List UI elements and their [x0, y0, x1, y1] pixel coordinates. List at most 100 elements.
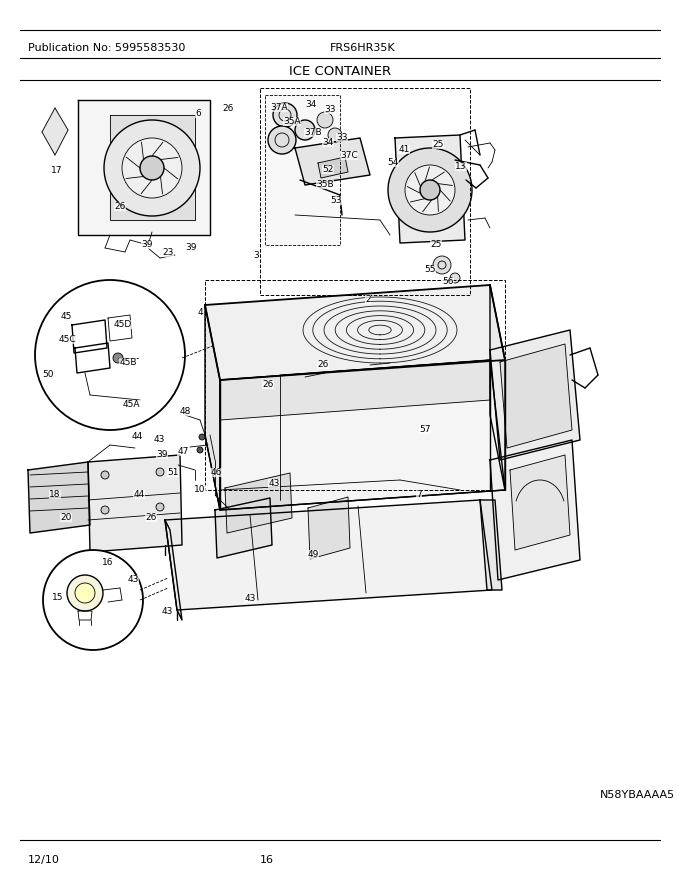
Text: 43: 43 — [244, 594, 256, 603]
Text: 43: 43 — [127, 575, 139, 584]
Text: 52: 52 — [322, 165, 334, 174]
Circle shape — [156, 468, 164, 476]
Circle shape — [156, 503, 164, 511]
Text: 43: 43 — [161, 607, 173, 616]
Text: 49: 49 — [307, 550, 319, 559]
Polygon shape — [490, 330, 580, 460]
Text: 7: 7 — [416, 490, 422, 499]
Polygon shape — [205, 305, 220, 510]
Polygon shape — [225, 473, 292, 533]
Circle shape — [317, 112, 333, 128]
Text: 34: 34 — [322, 138, 334, 147]
Text: 45A: 45A — [122, 400, 140, 409]
Text: 45: 45 — [61, 312, 71, 321]
Circle shape — [273, 103, 297, 127]
Circle shape — [405, 165, 455, 215]
Text: 26: 26 — [318, 360, 328, 369]
Text: 45C: 45C — [58, 335, 75, 344]
Text: 26: 26 — [222, 104, 234, 113]
Text: 37B: 37B — [304, 128, 322, 137]
Circle shape — [140, 156, 164, 180]
Circle shape — [104, 120, 200, 216]
Polygon shape — [308, 497, 350, 559]
Polygon shape — [88, 455, 182, 552]
Text: 48: 48 — [180, 407, 190, 416]
Text: 33: 33 — [324, 105, 336, 114]
Text: 45B: 45B — [119, 358, 137, 367]
Polygon shape — [490, 440, 580, 580]
Circle shape — [113, 353, 123, 363]
Polygon shape — [215, 498, 272, 558]
Polygon shape — [318, 157, 348, 178]
Text: N58YBAAAA5: N58YBAAAA5 — [600, 790, 675, 800]
Text: 56: 56 — [442, 277, 454, 286]
Circle shape — [295, 120, 315, 140]
Circle shape — [388, 148, 472, 232]
Circle shape — [433, 256, 451, 274]
Text: 23: 23 — [163, 248, 173, 257]
Polygon shape — [42, 108, 68, 155]
Text: 12/10: 12/10 — [28, 855, 60, 865]
Polygon shape — [510, 455, 570, 550]
Polygon shape — [265, 95, 340, 245]
Polygon shape — [110, 115, 195, 220]
Polygon shape — [220, 360, 490, 420]
Text: 43: 43 — [153, 435, 165, 444]
Polygon shape — [165, 520, 182, 620]
Polygon shape — [500, 344, 572, 448]
Text: 39: 39 — [156, 450, 168, 459]
Text: 51: 51 — [167, 468, 179, 477]
Text: 34: 34 — [305, 100, 317, 109]
Text: 46: 46 — [210, 468, 222, 477]
Text: 44: 44 — [131, 432, 143, 441]
Text: 17: 17 — [51, 166, 63, 175]
Text: 47: 47 — [177, 447, 188, 456]
Circle shape — [43, 550, 143, 650]
Text: 35A: 35A — [283, 117, 301, 126]
Text: 33: 33 — [336, 133, 347, 142]
Polygon shape — [28, 462, 90, 533]
Polygon shape — [108, 315, 132, 341]
Text: 26: 26 — [114, 202, 126, 211]
Circle shape — [101, 471, 109, 479]
Text: 39: 39 — [185, 243, 197, 252]
Text: 25: 25 — [430, 240, 442, 249]
Text: 57: 57 — [420, 425, 430, 434]
Text: 4: 4 — [197, 308, 203, 317]
Text: 20: 20 — [61, 513, 71, 522]
Text: 2: 2 — [365, 295, 371, 304]
Circle shape — [450, 273, 460, 283]
Polygon shape — [78, 100, 210, 235]
Text: Publication No: 5995583530: Publication No: 5995583530 — [28, 43, 186, 53]
Polygon shape — [78, 611, 92, 620]
Text: 45D: 45D — [114, 320, 132, 329]
Text: FRS6HR35K: FRS6HR35K — [330, 43, 396, 53]
Polygon shape — [205, 285, 505, 380]
Text: 18: 18 — [49, 490, 61, 499]
Text: 25: 25 — [432, 140, 443, 149]
Text: 54: 54 — [388, 158, 398, 167]
Polygon shape — [295, 138, 370, 185]
Text: 6: 6 — [195, 109, 201, 118]
Circle shape — [328, 128, 342, 142]
Text: ICE CONTAINER: ICE CONTAINER — [289, 65, 391, 78]
Polygon shape — [220, 360, 505, 510]
Circle shape — [268, 126, 296, 154]
Text: 10: 10 — [194, 485, 206, 494]
Text: 26: 26 — [146, 513, 156, 522]
Circle shape — [101, 506, 109, 514]
Text: 53: 53 — [330, 196, 342, 205]
Text: 26: 26 — [262, 380, 273, 389]
Text: 50: 50 — [42, 370, 54, 379]
Polygon shape — [165, 500, 492, 610]
Text: 16: 16 — [260, 855, 274, 865]
Circle shape — [67, 575, 103, 611]
Text: 16: 16 — [102, 558, 114, 567]
Polygon shape — [75, 343, 110, 373]
Text: 37A: 37A — [270, 103, 288, 112]
Text: 55: 55 — [424, 265, 436, 274]
Circle shape — [199, 434, 205, 440]
Circle shape — [75, 583, 95, 603]
Polygon shape — [395, 135, 465, 243]
Text: 3: 3 — [253, 251, 259, 260]
